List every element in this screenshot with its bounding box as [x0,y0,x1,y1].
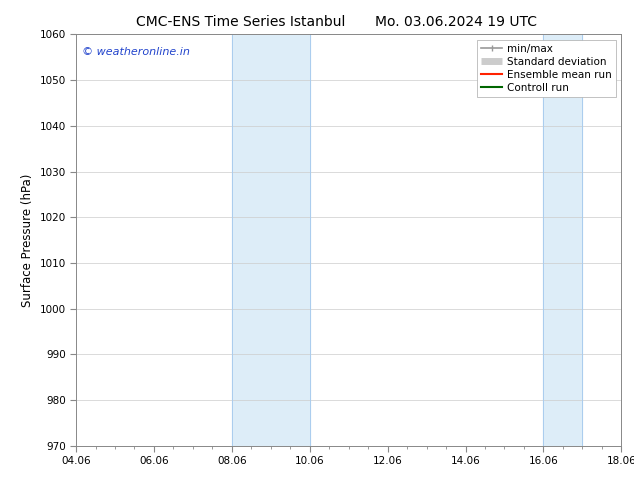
Text: CMC-ENS Time Series Istanbul: CMC-ENS Time Series Istanbul [136,15,346,29]
Bar [232,34,310,446]
Text: © weatheronline.in: © weatheronline.in [82,47,190,57]
Legend: min/max, Standard deviation, Ensemble mean run, Controll run: min/max, Standard deviation, Ensemble me… [477,40,616,97]
Y-axis label: Surface Pressure (hPa): Surface Pressure (hPa) [21,173,34,307]
Text: Mo. 03.06.2024 19 UTC: Mo. 03.06.2024 19 UTC [375,15,538,29]
Bar [543,34,583,446]
